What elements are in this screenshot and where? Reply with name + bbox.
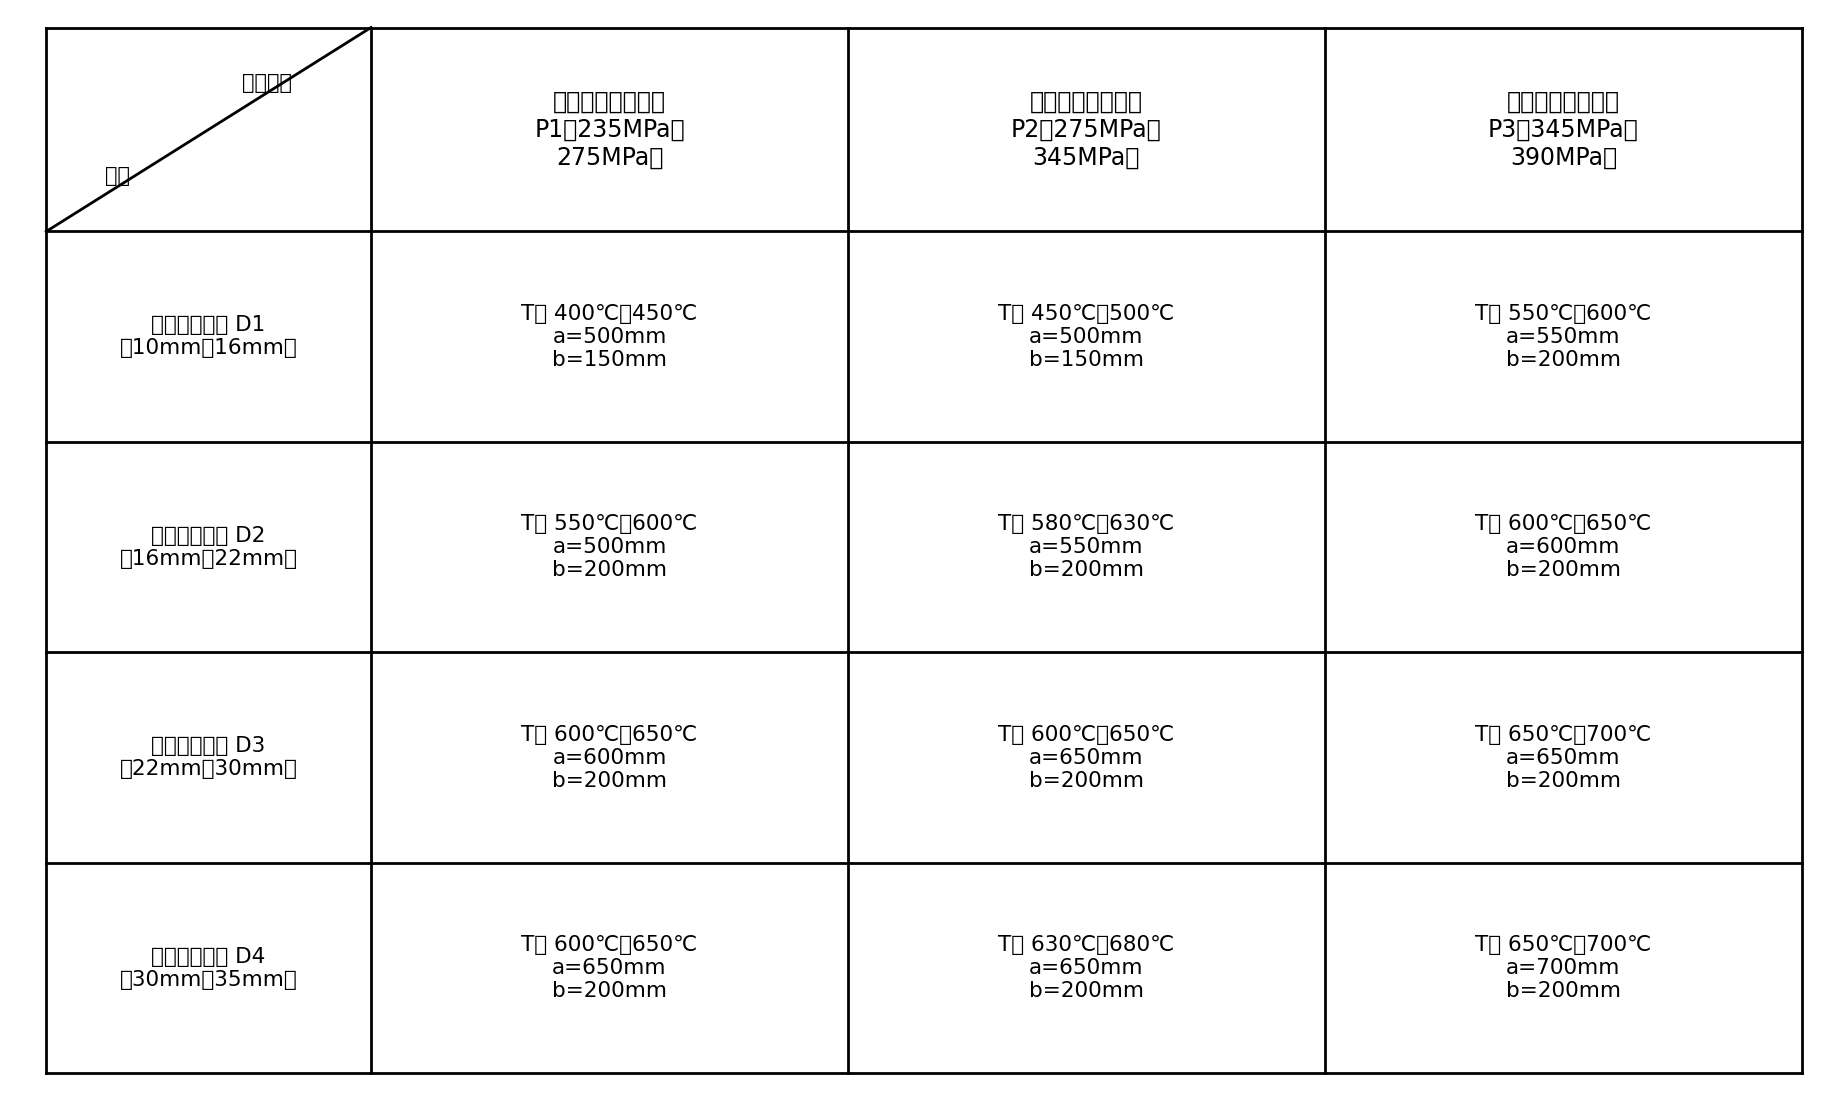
Text: 第四厚度区间 D4
（30mm，35mm】: 第四厚度区间 D4 （30mm，35mm】	[120, 947, 298, 990]
Text: 第二屈服強度区间
P2（275MPa，
345MPa】: 第二屈服強度区间 P2（275MPa， 345MPa】	[1011, 89, 1162, 170]
Text: 屈服強度: 屈服強度	[242, 73, 292, 92]
Text: 第二厚度区间 D2
（16mm，22mm】: 第二厚度区间 D2 （16mm，22mm】	[120, 525, 298, 569]
Text: T： 600℃～650℃
a=600mm
b=200mm: T： 600℃～650℃ a=600mm b=200mm	[1475, 514, 1652, 580]
Text: T： 600℃～650℃
a=600mm
b=200mm: T： 600℃～650℃ a=600mm b=200mm	[521, 724, 697, 791]
Text: T： 550℃～600℃
a=550mm
b=200mm: T： 550℃～600℃ a=550mm b=200mm	[1475, 304, 1652, 370]
Text: T： 400℃～450℃
a=500mm
b=150mm: T： 400℃～450℃ a=500mm b=150mm	[521, 304, 697, 370]
Text: T： 600℃～650℃
a=650mm
b=200mm: T： 600℃～650℃ a=650mm b=200mm	[998, 724, 1175, 791]
Text: T： 450℃～500℃
a=500mm
b=150mm: T： 450℃～500℃ a=500mm b=150mm	[998, 304, 1175, 370]
Text: 第一屈服強度区间
P1【235MPa，
275MPa】: 第一屈服強度区间 P1【235MPa， 275MPa】	[534, 89, 686, 170]
Text: T： 650℃～700℃
a=700mm
b=200mm: T： 650℃～700℃ a=700mm b=200mm	[1475, 935, 1652, 1002]
Text: T： 650℃～700℃
a=650mm
b=200mm: T： 650℃～700℃ a=650mm b=200mm	[1475, 724, 1652, 791]
Text: 第三屈服強度区间
P3（345MPa，
390MPa】: 第三屈服強度区间 P3（345MPa， 390MPa】	[1488, 89, 1639, 170]
Text: 第一厚度区间 D1
〆10mm，16mm】: 第一厚度区间 D1 〆10mm，16mm】	[120, 315, 298, 358]
Text: 第三厚度区间 D3
（22mm，30mm】: 第三厚度区间 D3 （22mm，30mm】	[120, 737, 298, 780]
Text: T： 580℃～630℃
a=550mm
b=200mm: T： 580℃～630℃ a=550mm b=200mm	[998, 514, 1175, 580]
Text: T： 600℃～650℃
a=650mm
b=200mm: T： 600℃～650℃ a=650mm b=200mm	[521, 935, 697, 1002]
Text: T： 630℃～680℃
a=650mm
b=200mm: T： 630℃～680℃ a=650mm b=200mm	[998, 935, 1175, 1002]
Text: 厚度: 厚度	[105, 166, 129, 186]
Text: T： 550℃～600℃
a=500mm
b=200mm: T： 550℃～600℃ a=500mm b=200mm	[521, 514, 697, 580]
